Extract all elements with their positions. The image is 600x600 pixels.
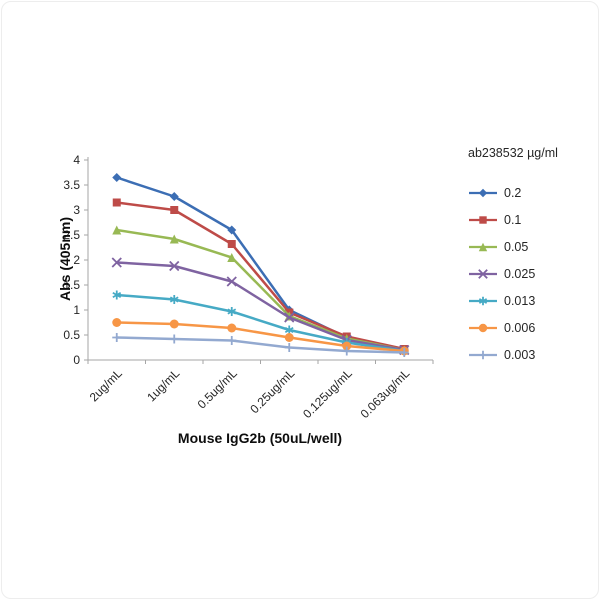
legend-swatch xyxy=(469,188,497,198)
x-tick-label: 0.5ug/mL xyxy=(195,366,241,412)
legend-item-0.006: 0.006 xyxy=(468,321,593,335)
series-marker xyxy=(111,257,122,268)
legend-swatch xyxy=(469,350,497,360)
series-marker xyxy=(478,269,488,279)
series-marker xyxy=(284,312,295,323)
legend-label: 0.025 xyxy=(504,267,536,281)
series-marker xyxy=(342,346,352,356)
plot-area: 0 0.5 1 1.5 2 2.5 3 3.5 4 2ug/mL 1ug/mL 0.5ug/mL 0.2… xyxy=(63,153,434,421)
legend-item-0.1: 0.1 xyxy=(468,213,593,227)
y-axis-title: Abs (405nm) xyxy=(57,216,73,302)
x-axis-title: Mouse IgG2b (50uL/well) xyxy=(177,430,343,446)
series-marker xyxy=(112,173,122,182)
series-marker xyxy=(227,323,237,333)
series-marker xyxy=(227,240,236,248)
x-tick-label: 1ug/mL xyxy=(144,366,182,404)
series-marker xyxy=(227,253,237,262)
y-tick-label: 0 xyxy=(73,353,80,367)
y-tick-label: 2.5 xyxy=(63,228,80,242)
legend-title: ab238532 µg/ml xyxy=(468,146,558,160)
x-tick-label: 0.25ug/mL xyxy=(247,366,297,416)
series-line-0.003 xyxy=(115,336,406,354)
y-tick-label: 3 xyxy=(73,203,80,217)
series-marker xyxy=(169,319,179,329)
legend-swatch xyxy=(469,323,497,333)
series-line-0.013 xyxy=(115,293,406,353)
legend-item-0.003: 0.003 xyxy=(468,348,593,362)
series-marker xyxy=(169,295,179,304)
series-marker xyxy=(342,341,352,351)
series-marker xyxy=(112,198,121,207)
y-tick-label: 4 xyxy=(73,153,80,167)
series-marker xyxy=(478,323,488,333)
series-line-0.1 xyxy=(115,201,406,351)
legend-item-0.2: 0.2 xyxy=(468,186,593,200)
legend-swatch xyxy=(469,216,497,224)
series-marker xyxy=(478,350,488,360)
series-marker xyxy=(284,333,294,342)
series-marker xyxy=(112,225,122,235)
chart-legend: ab238532 µg/ml 0.2 0.1 0.05 0.025 0.013 0.006… xyxy=(468,146,593,375)
series-marker xyxy=(227,336,237,345)
series-marker xyxy=(284,343,294,352)
series-marker xyxy=(112,333,122,342)
series-marker xyxy=(112,318,122,327)
legend-label: 0.006 xyxy=(504,321,536,335)
series-marker xyxy=(227,307,237,316)
legend-label: 0.013 xyxy=(504,294,536,308)
series-marker xyxy=(170,206,179,214)
legend-label: 0.2 xyxy=(504,186,522,200)
series-marker xyxy=(479,216,487,224)
series-marker xyxy=(169,260,180,272)
x-tick-label: 0.063ug/mL xyxy=(358,366,413,421)
legend-items: 0.2 0.1 0.05 0.025 0.013 0.006 0.003 xyxy=(468,186,593,362)
legend-item-0.013: 0.013 xyxy=(468,294,593,308)
series-marker xyxy=(169,334,179,344)
legend-item-0.05: 0.05 xyxy=(468,240,593,254)
legend-label: 0.003 xyxy=(504,348,536,362)
y-tick-label: 1.5 xyxy=(63,278,80,292)
series-marker xyxy=(478,296,488,306)
legend-swatch xyxy=(469,269,497,279)
legend-item-0.025: 0.025 xyxy=(468,267,593,281)
y-tick-label: 3.5 xyxy=(63,178,80,192)
y-tick-label: 2 xyxy=(73,253,80,267)
y-tick-label: 0.5 xyxy=(63,328,80,342)
series-marker xyxy=(478,188,488,198)
series-line-0.006 xyxy=(115,321,406,353)
series-marker xyxy=(226,276,237,287)
series-marker xyxy=(478,242,488,252)
legend-swatch xyxy=(469,296,497,306)
y-tick-label: 1 xyxy=(73,303,80,317)
x-tick-label: 2ug/mL xyxy=(87,366,125,404)
series-marker xyxy=(112,290,122,300)
series-marker xyxy=(169,234,179,244)
legend-label: 0.1 xyxy=(504,213,522,227)
series-line-0.025 xyxy=(115,261,406,352)
x-tick-label: 0.125ug/mL xyxy=(300,366,355,421)
series-marker xyxy=(399,348,409,357)
legend-swatch xyxy=(469,242,497,252)
series-marker xyxy=(227,225,237,235)
legend-label: 0.05 xyxy=(504,240,529,254)
series-marker xyxy=(169,192,179,201)
